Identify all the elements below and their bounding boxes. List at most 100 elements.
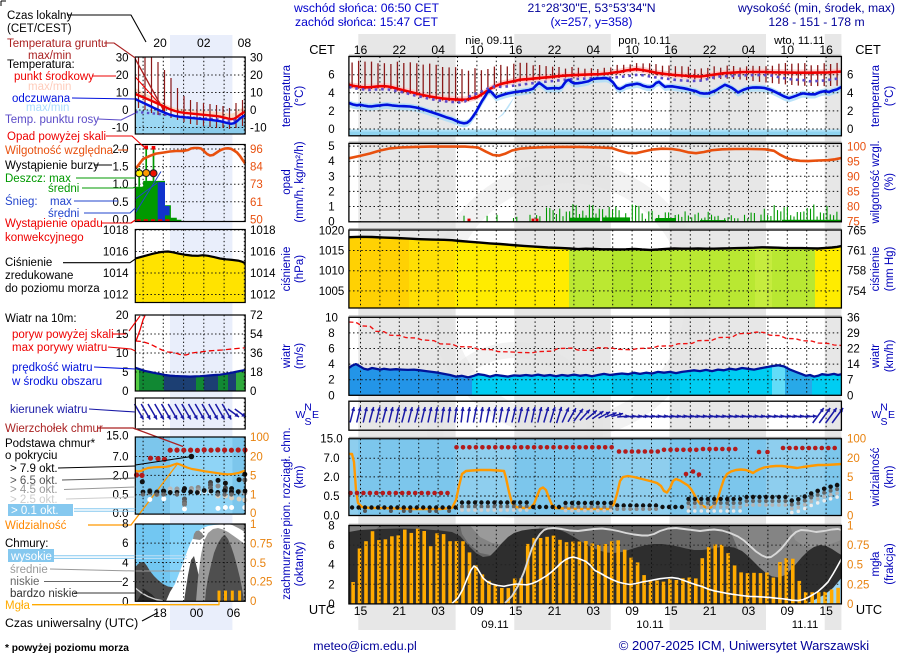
svg-text:(%): (%) <box>884 173 896 191</box>
svg-text:(frakcja): (frakcja) <box>884 543 896 585</box>
svg-text:(x=257, y=358): (x=257, y=358) <box>551 15 633 29</box>
svg-text:20: 20 <box>250 70 263 82</box>
svg-text:Ciśnienie: Ciśnienie <box>5 257 52 269</box>
svg-text:15: 15 <box>819 604 833 618</box>
svg-text:16: 16 <box>354 43 368 57</box>
svg-text:(km): (km) <box>294 465 306 488</box>
svg-text:Śnieg:: Śnieg: <box>5 195 38 208</box>
svg-text:50: 50 <box>250 214 263 226</box>
svg-text:2.0: 2.0 <box>113 470 129 482</box>
svg-text:7: 7 <box>847 375 853 387</box>
svg-text:8: 8 <box>122 519 128 531</box>
svg-text:0: 0 <box>250 105 256 117</box>
svg-text:90: 90 <box>847 171 860 183</box>
svg-text:punkt środkowy: punkt środkowy <box>14 71 94 83</box>
svg-text:72: 72 <box>250 310 263 322</box>
svg-text:do poziomu morza: do poziomu morza <box>5 283 100 295</box>
svg-text:średni: średni <box>48 208 79 220</box>
svg-text:opad: opad <box>281 169 293 195</box>
svg-text:średnie: średnie <box>10 564 48 576</box>
svg-text:-10: -10 <box>112 123 129 135</box>
svg-text:zachmurzenie: zachmurzenie <box>281 528 293 600</box>
svg-text:1: 1 <box>250 490 256 502</box>
svg-text:1014: 1014 <box>103 268 129 280</box>
svg-text:max/min: max/min <box>28 50 71 62</box>
svg-text:16: 16 <box>819 43 833 57</box>
svg-text:4: 4 <box>122 558 129 570</box>
svg-text:1015: 1015 <box>319 246 345 258</box>
svg-text:1005: 1005 <box>319 286 345 298</box>
svg-text:10: 10 <box>250 88 263 100</box>
svg-text:10: 10 <box>470 43 484 57</box>
svg-text:18: 18 <box>250 367 263 379</box>
svg-text:Wilgotność względna: Wilgotność względna <box>5 145 114 157</box>
svg-text:20: 20 <box>153 36 167 50</box>
svg-text:2: 2 <box>328 579 334 591</box>
svg-text:2.0: 2.0 <box>324 472 340 484</box>
svg-text:0: 0 <box>122 386 128 398</box>
svg-text:22: 22 <box>847 344 860 356</box>
svg-text:Widzialność: Widzialność <box>5 520 67 532</box>
svg-text:4: 4 <box>328 359 335 371</box>
svg-text:06: 06 <box>227 606 241 620</box>
svg-text:max: max <box>50 196 72 208</box>
svg-text:E: E <box>888 409 895 421</box>
svg-text:00: 00 <box>190 606 204 620</box>
svg-text:73: 73 <box>250 179 263 191</box>
svg-text:S: S <box>304 416 311 428</box>
svg-text:pion. rozciągł. chm.: pion. rozciągł. chm. <box>281 427 293 526</box>
svg-text:0: 0 <box>122 105 128 117</box>
svg-text:80: 80 <box>847 202 860 214</box>
svg-text:max porywy wiatru: max porywy wiatru <box>12 342 107 354</box>
svg-text:36: 36 <box>847 312 860 324</box>
svg-text:1.0: 1.0 <box>113 179 129 191</box>
svg-text:5: 5 <box>847 472 853 484</box>
svg-text:kierunek wiatru: kierunek wiatru <box>10 404 87 416</box>
svg-text:10: 10 <box>625 43 639 57</box>
svg-text:0.25: 0.25 <box>847 579 869 591</box>
svg-text:18: 18 <box>153 606 167 620</box>
svg-text:0: 0 <box>847 599 853 611</box>
svg-text:0.5: 0.5 <box>324 491 340 503</box>
svg-text:21: 21 <box>393 604 407 618</box>
svg-text:wschód słońca: 06:50 CET: wschód słońca: 06:50 CET <box>293 1 440 15</box>
svg-text:7.0: 7.0 <box>324 453 340 465</box>
svg-text:2: 2 <box>328 106 334 118</box>
svg-text:10: 10 <box>116 348 129 360</box>
svg-text:8: 8 <box>328 521 334 533</box>
svg-text:16: 16 <box>509 43 523 57</box>
svg-text:22: 22 <box>393 43 407 57</box>
svg-text:7.0: 7.0 <box>113 452 129 464</box>
svg-text:2: 2 <box>328 375 334 387</box>
svg-text:6: 6 <box>328 540 334 552</box>
svg-text:6: 6 <box>328 344 334 356</box>
svg-text:Temperatura gruntu: Temperatura gruntu <box>7 38 107 50</box>
svg-text:1: 1 <box>847 491 853 503</box>
svg-text:zredukowane: zredukowane <box>5 270 73 282</box>
svg-text:5: 5 <box>328 141 334 153</box>
svg-text:1020: 1020 <box>319 225 345 237</box>
svg-text:1012: 1012 <box>103 290 129 302</box>
svg-text:© 2007-2025 ICM, Uniwersytet W: © 2007-2025 ICM, Uniwersytet Warszawski <box>619 638 870 653</box>
svg-text:> 6.5 okt.: > 6.5 okt. <box>10 475 58 487</box>
svg-text:Podstawa chmur*: Podstawa chmur* <box>5 438 96 450</box>
svg-text:Temperatura:: Temperatura: <box>7 59 75 71</box>
svg-text:max/min: max/min <box>26 102 69 114</box>
svg-text:0.75: 0.75 <box>250 538 272 550</box>
svg-text:04: 04 <box>587 43 601 57</box>
svg-text:4: 4 <box>328 560 335 572</box>
svg-text:0.25: 0.25 <box>250 576 272 588</box>
svg-text:10: 10 <box>781 43 795 57</box>
svg-text:W: W <box>296 409 306 421</box>
svg-text:09: 09 <box>625 604 639 618</box>
svg-text:odczuwana: odczuwana <box>12 93 71 105</box>
svg-text:0.75: 0.75 <box>847 540 869 552</box>
svg-text:1016: 1016 <box>250 247 276 259</box>
svg-text:02: 02 <box>197 36 211 50</box>
svg-text:2: 2 <box>328 186 334 198</box>
svg-text:761: 761 <box>847 246 866 258</box>
svg-text:09: 09 <box>781 604 795 618</box>
svg-text:3: 3 <box>328 171 334 183</box>
svg-text:0.5: 0.5 <box>113 197 129 209</box>
svg-text:10.11: 10.11 <box>636 619 663 631</box>
